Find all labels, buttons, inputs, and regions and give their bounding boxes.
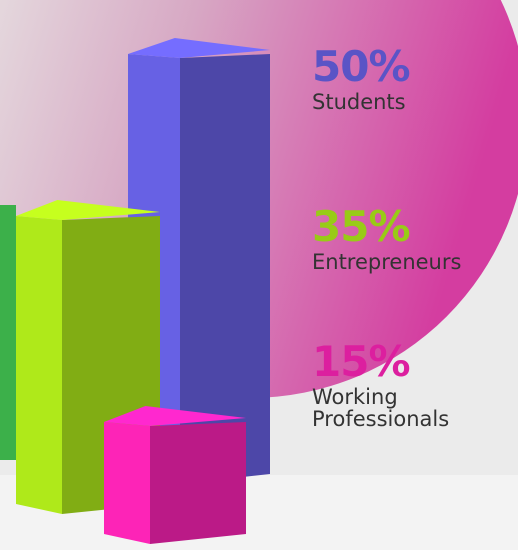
bar-top xyxy=(104,406,246,426)
bar-front xyxy=(16,216,62,514)
value-label: 50% xyxy=(312,42,411,91)
bar xyxy=(104,406,246,544)
value-label: 15% xyxy=(312,337,411,386)
category-label: Working Professionals xyxy=(312,385,450,432)
category-label: Students xyxy=(312,90,406,115)
bar-side xyxy=(180,54,270,484)
value-label: 35% xyxy=(312,202,411,251)
bar-side xyxy=(150,422,246,544)
bar-top xyxy=(128,38,270,58)
category-label: Entrepreneurs xyxy=(312,250,462,275)
bar-front xyxy=(104,422,150,544)
legend-entry: 50% Students xyxy=(312,42,507,115)
bar-top xyxy=(16,200,160,220)
legend-entry: 15% Working Professionals xyxy=(312,337,507,432)
green-strip xyxy=(0,205,16,460)
legend-entry: 35% Entrepreneurs xyxy=(312,202,507,275)
